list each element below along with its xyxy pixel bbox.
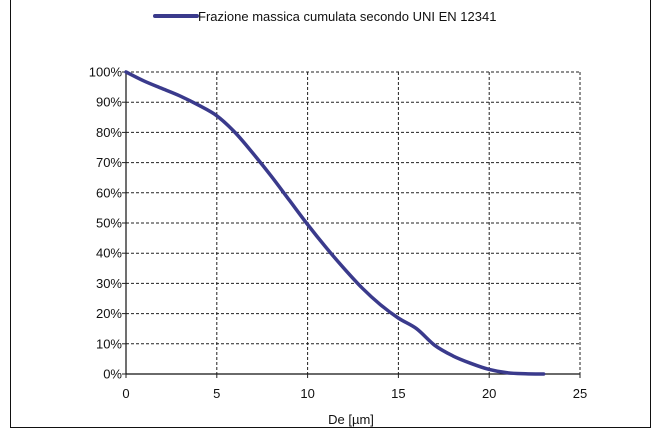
x-tick-label: 0	[122, 386, 129, 401]
x-tick-label: 25	[573, 386, 587, 401]
y-tick-label: 90%	[96, 95, 122, 110]
y-axis-ticks: 0% 10% 20% 30% 40% 50% 60% 70% 80% 90% 100%	[89, 65, 126, 382]
grid	[126, 72, 580, 374]
y-tick-label: 80%	[96, 125, 122, 140]
y-tick-label: 100%	[89, 65, 123, 80]
x-tick-label: 5	[213, 386, 220, 401]
y-tick-label: 50%	[96, 216, 122, 231]
legend-label: Frazione massica cumulata secondo UNI EN…	[198, 9, 496, 24]
x-tick-label: 10	[300, 386, 314, 401]
y-tick-label: 60%	[96, 185, 122, 200]
x-axis-ticks: 0 5 10 15 20 25	[122, 374, 587, 401]
y-tick-label: 20%	[96, 306, 122, 321]
x-tick-label: 15	[391, 386, 405, 401]
data-series-line	[124, 70, 546, 376]
x-axis-title: De [µm]	[328, 412, 374, 427]
chart-frame	[10, 0, 651, 428]
legend: Frazione massica cumulata secondo UNI EN…	[153, 9, 496, 24]
y-tick-label: 10%	[96, 336, 122, 351]
y-tick-label: 40%	[96, 246, 122, 261]
y-tick-label: 30%	[96, 276, 122, 291]
y-tick-label: 0%	[103, 367, 122, 382]
x-tick-label: 20	[482, 386, 496, 401]
y-tick-label: 70%	[96, 155, 122, 170]
